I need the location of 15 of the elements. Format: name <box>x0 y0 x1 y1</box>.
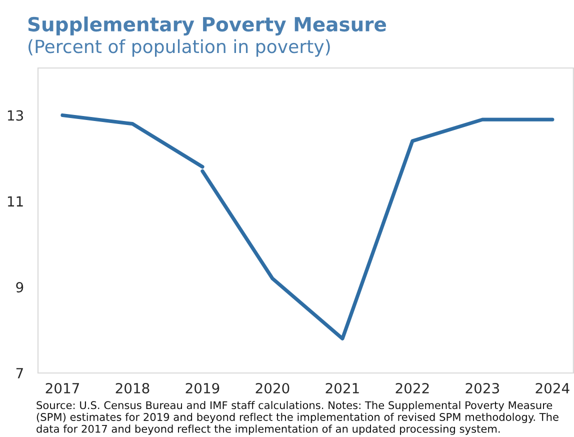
y-tick-label: 13 <box>8 110 23 121</box>
x-tick-label: 2018 <box>116 382 150 394</box>
x-tick-label: 2020 <box>256 382 290 394</box>
x-tick-label: 2017 <box>46 382 79 394</box>
x-tick-label: 2021 <box>326 382 359 394</box>
chart-title: Supplementary Poverty Measure <box>28 16 386 36</box>
chart-subtitle: (Percent of population in poverty) <box>28 39 330 57</box>
y-tick-label: 7 <box>16 368 23 378</box>
x-tick-label: 2023 <box>466 382 499 394</box>
x-tick-label: 2019 <box>186 382 220 394</box>
x-tick-label: 2022 <box>396 382 429 394</box>
y-tick-label: 11 <box>8 196 23 206</box>
y-tick-label: 9 <box>16 282 24 293</box>
source-note: Source: U.S. Census Bureau and IMF staff calculations. Notes: The Supplemental Poverty Measure (SPM) estimates for 2019 and beyond reflect the implementation of revised SPM methodology. The data for 2017 and beyond reflect the implementation of an updated processing system. <box>36 401 558 435</box>
x-tick-label: 2024 <box>536 382 570 394</box>
